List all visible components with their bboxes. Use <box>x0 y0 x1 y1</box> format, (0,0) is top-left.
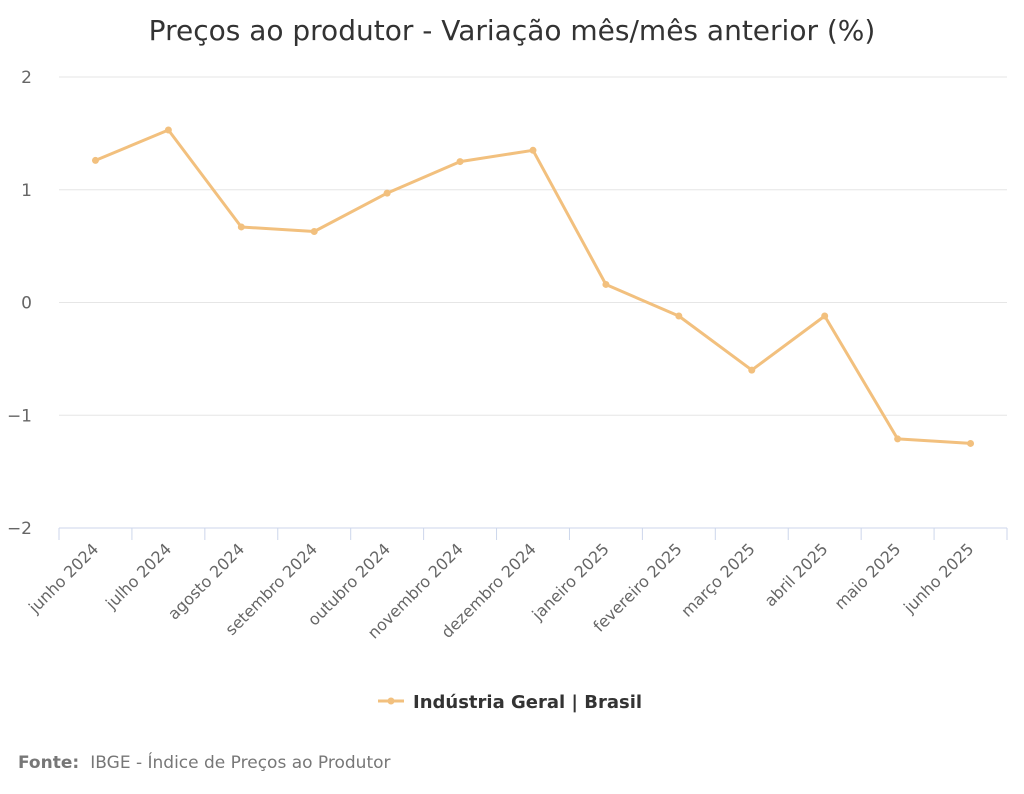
data-point[interactable] <box>456 158 464 166</box>
data-point[interactable] <box>164 126 172 134</box>
x-tick-label: junho 2024 <box>24 539 102 617</box>
data-point[interactable] <box>821 312 829 320</box>
x-tick-label: julho 2024 <box>101 539 175 613</box>
y-tick-label: −2 <box>7 519 32 539</box>
data-point[interactable] <box>529 146 537 154</box>
source-note: Fonte: IBGE - Índice de Preços ao Produt… <box>18 751 391 773</box>
y-axis: 2 1 0 −1 −2 <box>7 68 32 539</box>
series-group <box>91 126 975 447</box>
data-point[interactable] <box>602 280 610 288</box>
x-tick-label: maio 2025 <box>831 539 905 613</box>
data-point[interactable] <box>310 227 318 235</box>
data-point[interactable] <box>675 312 683 320</box>
grid-lines <box>59 76 1007 416</box>
data-point[interactable] <box>748 366 756 374</box>
data-point[interactable] <box>237 223 245 231</box>
series-line <box>94 128 972 445</box>
data-point[interactable] <box>894 435 902 443</box>
y-tick-label: 0 <box>21 294 32 314</box>
y-tick-label: 1 <box>21 181 32 201</box>
legend[interactable]: Indústria Geral | Brasil <box>378 692 642 713</box>
y-tick-label: 2 <box>21 68 32 88</box>
data-point[interactable] <box>967 439 975 447</box>
data-point[interactable] <box>91 156 99 164</box>
legend-item-label[interactable]: Indústria Geral | Brasil <box>413 692 642 713</box>
chart-title: Preços ao produtor - Variação mês/mês an… <box>149 14 876 47</box>
x-tick-label: março 2025 <box>677 539 758 620</box>
x-tick-label: junho 2025 <box>899 539 977 617</box>
x-tick-label: abril 2025 <box>761 539 832 610</box>
y-tick-label: −1 <box>7 406 32 426</box>
source-text: IBGE - Índice de Preços ao Produtor <box>90 751 390 773</box>
data-point[interactable] <box>383 189 391 197</box>
legend-marker <box>387 697 395 705</box>
source-label: Fonte: <box>18 753 79 773</box>
